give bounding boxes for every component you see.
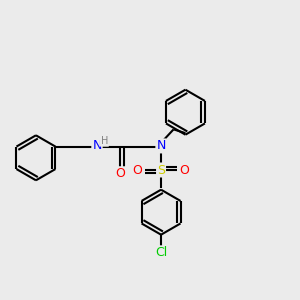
Text: O: O: [179, 164, 189, 176]
Text: N: N: [156, 140, 166, 152]
Text: O: O: [116, 167, 125, 180]
Text: O: O: [133, 164, 142, 176]
Text: Cl: Cl: [155, 246, 167, 259]
Text: H: H: [101, 136, 108, 146]
Text: S: S: [157, 164, 165, 176]
Text: N: N: [92, 140, 102, 152]
